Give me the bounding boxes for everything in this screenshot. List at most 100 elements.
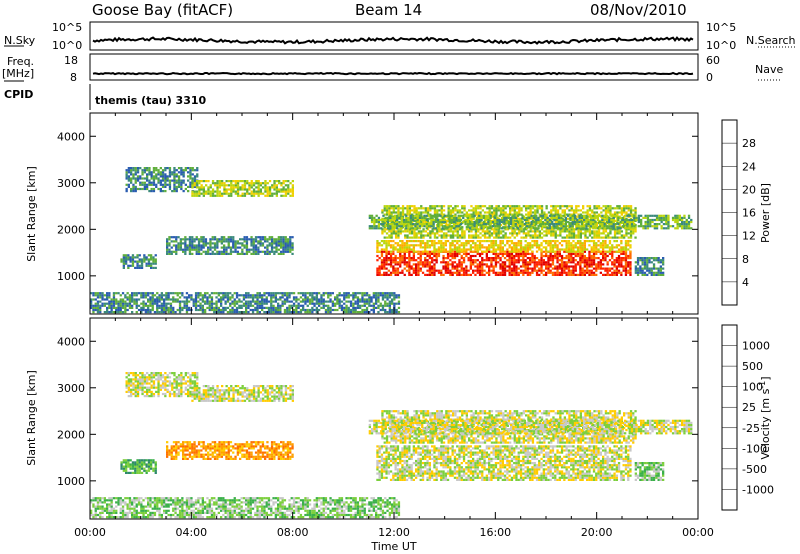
data-cell	[139, 175, 142, 178]
data-cell	[198, 190, 201, 193]
data-cell	[175, 248, 178, 251]
data-cell	[384, 218, 387, 222]
data-cell	[617, 265, 621, 268]
data-cell	[554, 273, 557, 276]
data-cell	[560, 273, 564, 276]
data-cell	[224, 308, 227, 312]
data-cell	[365, 298, 369, 301]
data-cell	[579, 263, 582, 266]
data-cell	[431, 232, 434, 235]
data-cell	[572, 209, 576, 212]
data-cell	[577, 232, 580, 235]
data-cell	[399, 271, 402, 274]
data-cell	[438, 230, 441, 233]
data-cell	[572, 259, 575, 262]
data-cell	[577, 213, 580, 216]
data-cell	[359, 292, 362, 295]
data-cell	[454, 228, 457, 231]
data-cell	[519, 248, 523, 251]
data-cell	[173, 190, 176, 193]
data-cell	[495, 205, 498, 208]
data-cell	[540, 232, 544, 235]
data-cell	[462, 242, 466, 245]
data-cell	[498, 225, 501, 228]
data-cell	[487, 216, 490, 219]
data-cell	[428, 244, 431, 247]
data-cell	[210, 296, 214, 299]
data-cell	[193, 182, 196, 185]
data-cell	[554, 254, 557, 258]
data-cell	[180, 171, 183, 174]
data-cell	[136, 264, 139, 267]
data-cell	[518, 207, 521, 210]
data-cell	[440, 250, 443, 253]
data-cell	[140, 302, 143, 305]
data-cell	[188, 250, 192, 253]
data-cell	[225, 240, 228, 243]
data-cell	[182, 171, 185, 174]
data-cell	[435, 261, 438, 264]
data-cell	[241, 252, 244, 255]
data-cell	[497, 232, 500, 235]
data-cell	[188, 236, 192, 239]
data-cell	[417, 236, 421, 239]
data-cell	[124, 306, 127, 309]
data-cell	[519, 259, 523, 262]
data-cell	[241, 242, 244, 245]
data-cell	[393, 223, 396, 226]
data-cell	[634, 211, 637, 214]
data-cell	[542, 263, 545, 266]
data-cell	[551, 240, 555, 243]
data-cell	[513, 269, 516, 272]
data-cell	[538, 205, 541, 208]
data-cell	[230, 188, 233, 191]
data-cell	[379, 304, 382, 307]
data-cell	[407, 225, 410, 228]
data-cell	[227, 188, 231, 191]
data-cell	[306, 304, 309, 307]
data-cell	[168, 181, 172, 184]
data-cell	[214, 190, 217, 193]
data-cell	[453, 223, 456, 226]
data-cell	[177, 179, 181, 182]
data-cell	[565, 261, 568, 264]
data-cell	[493, 209, 496, 212]
data-cell	[485, 240, 488, 243]
data-cell	[152, 260, 155, 263]
data-cell	[227, 244, 230, 247]
data-cell	[186, 238, 189, 241]
data-cell	[634, 207, 637, 210]
data-cell	[415, 213, 418, 216]
data-cell	[117, 308, 120, 312]
data-cell	[620, 265, 623, 268]
data-cell	[420, 213, 423, 216]
data-cell	[408, 207, 411, 210]
data-cell	[247, 304, 250, 307]
data-cell	[437, 250, 441, 253]
data-cell	[424, 257, 427, 260]
data-cell	[287, 186, 290, 189]
data-cell	[579, 248, 582, 251]
data-cell	[426, 228, 430, 231]
data-cell	[392, 248, 395, 251]
data-cell	[92, 306, 95, 309]
data-cell	[574, 269, 577, 272]
data-cell	[408, 269, 411, 272]
data-cell	[498, 218, 501, 222]
data-cell	[515, 271, 518, 274]
data-cell	[483, 246, 486, 249]
data-cell	[402, 220, 406, 224]
data-cell	[377, 216, 381, 219]
data-cell	[246, 192, 249, 195]
data-cell	[465, 242, 468, 245]
data-cell	[551, 271, 555, 274]
data-cell	[536, 207, 539, 210]
data-cell	[166, 177, 169, 180]
data-cell	[112, 296, 116, 299]
data-cell	[271, 194, 274, 197]
data-cell	[377, 220, 381, 224]
data-cell	[462, 250, 466, 253]
data-cell	[101, 296, 104, 299]
data-cell	[550, 232, 553, 235]
data-cell	[262, 192, 265, 195]
